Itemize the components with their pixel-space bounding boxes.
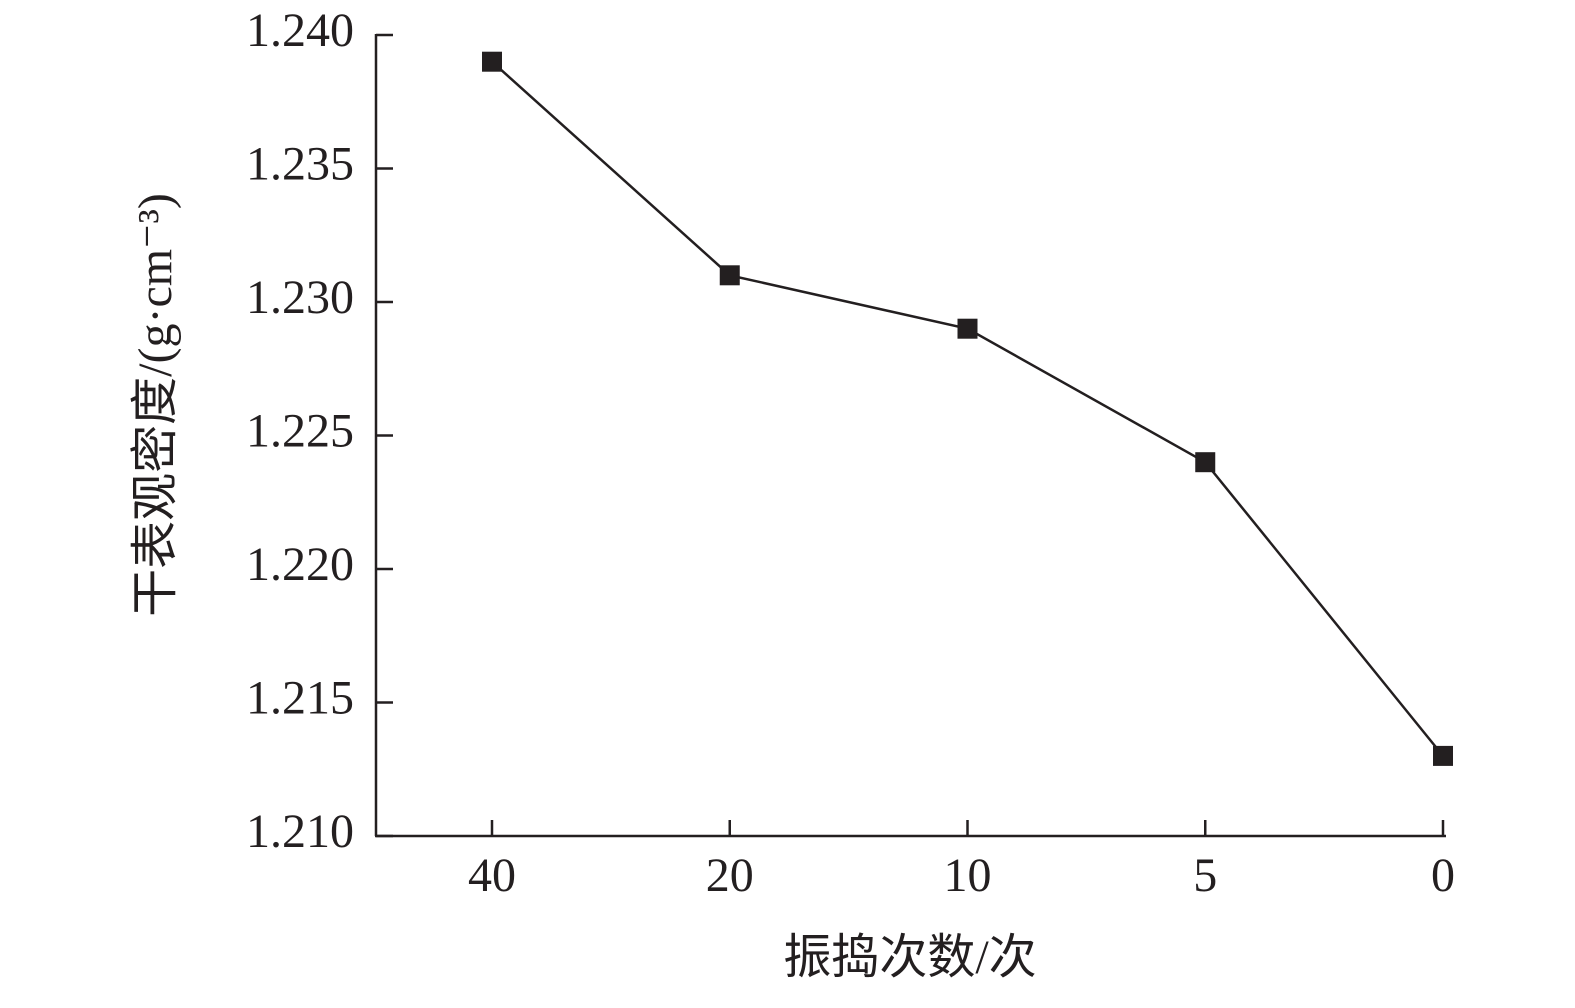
x-tick-label: 40 xyxy=(468,849,516,902)
y-tick-label: 1.210 xyxy=(246,805,354,858)
x-tick-label: 0 xyxy=(1431,849,1455,902)
y-tick-label: 1.230 xyxy=(246,271,354,324)
data-marker xyxy=(1195,452,1216,473)
x-tick-label: 20 xyxy=(706,849,754,902)
data-marker xyxy=(482,51,502,72)
data-marker xyxy=(1433,745,1453,766)
y-tick-label: 1.220 xyxy=(246,538,354,591)
y-tick-label: 1.240 xyxy=(246,4,354,57)
data-line xyxy=(491,60,1444,757)
data-marker xyxy=(719,265,740,286)
x-tick-label: 10 xyxy=(944,849,992,902)
x-tick-label: 5 xyxy=(1193,849,1217,902)
x-axis-title: 振捣次数/次 xyxy=(783,931,1036,984)
y-tick-label: 1.215 xyxy=(246,672,354,725)
y-tick-label: 1.225 xyxy=(246,405,354,458)
data-marker xyxy=(957,318,978,339)
y-axis-title: 干表观密度/(g·cm⁻³) xyxy=(129,193,182,617)
y-tick-label: 1.235 xyxy=(246,138,354,191)
